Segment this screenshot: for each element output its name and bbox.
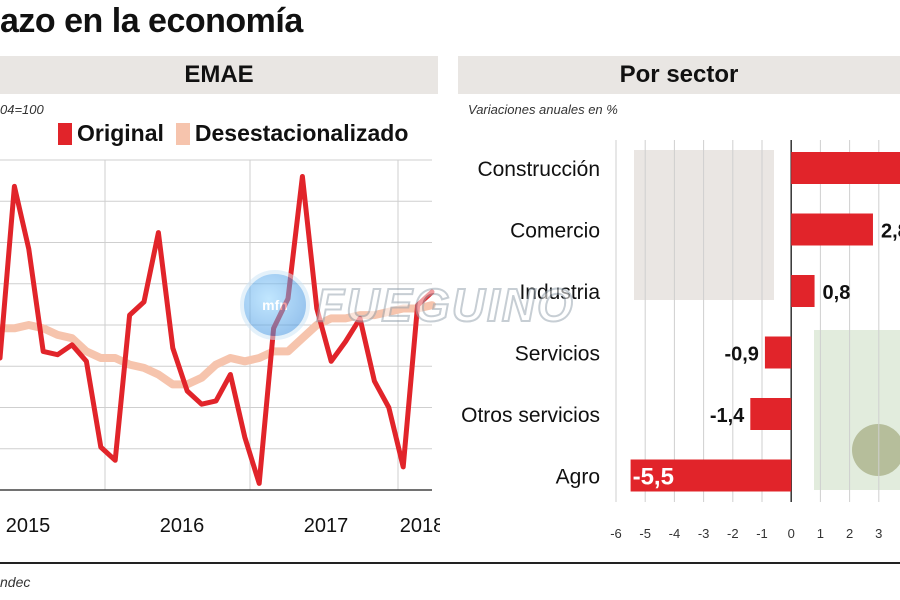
legend-label-original: Original [77,120,164,146]
sector-grid [615,140,880,502]
legend-label-desestacionalizado: Desestacionalizado [194,120,409,146]
legend-item-desestacionalizado: Desestacionalizado [175,120,409,147]
sector-x-tick: -3 [698,526,710,541]
emae-line-chart: 2015 2016 2017 2018 [0,159,440,537]
index-note: 04=100 [0,102,44,117]
sector-x-tick: -5 [639,526,651,541]
bottom-rule [0,562,900,564]
page-title: azo en la economía [0,2,303,40]
sector-x-tick: 3 [875,526,882,541]
sector-bar [791,213,873,246]
sector-bar [791,275,815,307]
legend-swatch-desestacionalizado [175,122,190,145]
emae-lines [0,174,436,486]
sector-bar-chart: Construcción Comercio 2,8 Industria 0,8 Servi… [461,140,900,541]
emae-x-label: 2017 [304,515,349,537]
sector-value-label: 0,8 [823,282,851,304]
sector-x-tick: 2 [846,526,853,541]
emae-x-label: 2015 [6,515,51,537]
sector-subtitle: Variaciones anuales en % [468,102,618,117]
watermark-text: FUEGUINO [315,278,575,332]
watermark: mfn FUEGUINO [240,270,575,340]
sector-category-label: Industria [519,281,600,304]
sector-value-label: 2,8 [881,221,900,243]
sector-bar [791,152,900,184]
emae-x-label: 2018 [400,515,440,537]
legend-swatch-original [58,122,72,145]
sector-x-tick: 1 [817,526,824,541]
sector-bars: Construcción Comercio 2,8 Industria 0,8 Servi… [461,152,900,492]
legend-item-original: Original [58,120,164,147]
sector-x-tick: -4 [669,526,681,541]
sector-value-label: -0,9 [724,344,758,366]
sector-x-tick: -6 [610,526,622,541]
sector-x-ticks: -6 -5 -4 -3 -2 -1 0 1 2 3 [610,526,882,541]
source-note: ndec [0,574,31,590]
sector-x-tick: 0 [788,526,795,541]
sector-panel-title: Por sector [458,56,900,94]
sector-value-label: -1,4 [710,405,745,427]
sector-bar [630,459,792,492]
sector-category-label: Servicios [515,343,600,366]
background-photos [634,150,900,490]
sector-category-label: Comercio [510,220,600,243]
watermark-logo: mfn [240,270,310,340]
sector-category-label: Otros servicios [461,404,600,427]
tractor-wheel [852,424,900,476]
emae-panel-title: EMAE [0,56,438,94]
sector-bar [764,336,792,369]
sector-category-label: Construcción [477,158,600,181]
sector-x-tick: -2 [727,526,739,541]
sector-x-tick: -1 [756,526,768,541]
emae-x-label: 2016 [160,515,205,537]
emae-x-labels: 2015 2016 2017 2018 [6,515,440,537]
sector-value-label: -5,5 [633,464,674,491]
legend: Original Desestacionalizado [58,120,420,147]
sector-category-label: Agro [556,466,600,489]
sector-bar [750,398,792,430]
